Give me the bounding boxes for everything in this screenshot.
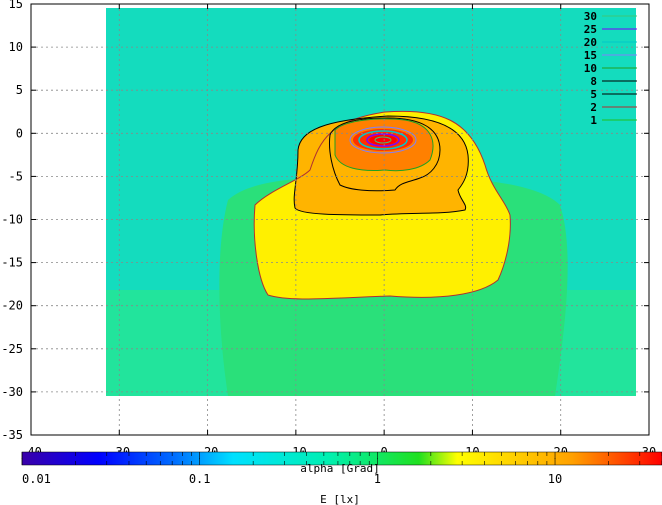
contour-10lx: [334, 118, 434, 172]
colorbar-tick-label: 10: [548, 472, 562, 486]
colorbar-label: E [lx]: [320, 493, 360, 505]
legend-label: 20: [584, 36, 597, 49]
legend-label: 15: [584, 49, 597, 62]
y-tick-label: -25: [1, 342, 23, 356]
legend-label: 5: [590, 88, 597, 101]
y-tick-label: 0: [16, 126, 23, 140]
contour-8lx: [329, 117, 441, 192]
x-axis-label: alpha [Grad]: [300, 462, 379, 475]
y-tick-label: 5: [16, 83, 23, 97]
contour-20lx: [358, 130, 408, 150]
y-tick-label: -30: [1, 385, 23, 399]
y-tick-label: 15: [9, 0, 23, 11]
heatmap-region-peak: [369, 135, 397, 145]
legend-label: 2: [590, 101, 597, 114]
y-tick-label: -20: [1, 299, 23, 313]
legend-label: 1: [590, 114, 597, 127]
colorbar-tick-label: 0.1: [189, 472, 211, 486]
y-tick-label: 10: [9, 40, 23, 54]
contour-lines: [253, 110, 511, 300]
legend-label: 8: [590, 75, 597, 88]
contour-30lx: [374, 136, 392, 144]
grid-lines: [31, 4, 649, 435]
contour-2lx: [253, 110, 511, 300]
colorbar-ticks: 0.01 0.1 1 10: [21, 452, 662, 486]
heatmap: [106, 8, 636, 396]
y-tick-label: -10: [1, 213, 23, 227]
legend-label: 10: [584, 62, 597, 75]
y-tick-label: -5: [9, 169, 23, 183]
y-tick-label: -35: [1, 428, 23, 442]
colorbar-tick-label: 0.01: [22, 472, 51, 486]
legend-label: 25: [584, 23, 597, 36]
contour-25lx: [366, 133, 400, 147]
colorbar-tick-label: 1: [374, 472, 381, 486]
y-tick-label: -15: [1, 256, 23, 270]
legend-label: 30: [584, 10, 597, 23]
contour-15lx: [349, 126, 417, 154]
contour-5lx: [293, 115, 469, 216]
